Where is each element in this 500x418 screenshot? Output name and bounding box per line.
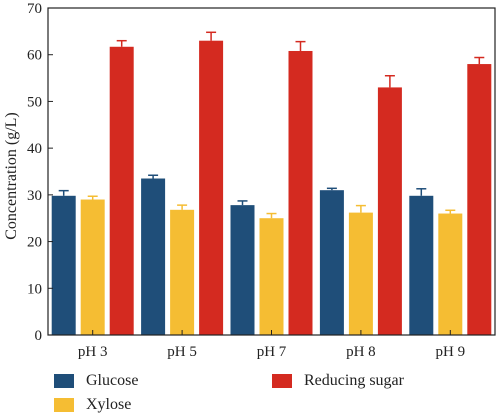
legend-swatch-reducing-sugar: [272, 374, 292, 388]
legend: Glucose Xylose Reducing sugar: [0, 366, 500, 418]
y-tick-label: 30: [27, 188, 42, 204]
bar-reducing-sugar: [288, 50, 313, 335]
legend-item-xylose: Xylose: [54, 396, 131, 414]
bar-xylose: [438, 213, 463, 335]
bar-reducing-sugar: [109, 46, 134, 335]
bar-reducing-sugar: [377, 87, 402, 336]
bar-reducing-sugar: [199, 40, 224, 335]
bar-xylose: [259, 218, 284, 335]
x-axis-ticks: pH 3 pH 5 pH 7 pH 8 pH 9: [78, 330, 465, 360]
x-tick-label: pH 3: [78, 344, 108, 360]
bar-glucose: [51, 195, 76, 335]
x-tick-label: pH 5: [167, 344, 197, 360]
x-tick-label: pH 7: [257, 344, 287, 360]
legend-label-xylose: Xylose: [86, 396, 132, 413]
y-tick-label: 10: [27, 281, 42, 297]
y-tick-label: 20: [27, 235, 42, 251]
bar-xylose: [80, 199, 105, 335]
y-tick-label: 50: [27, 94, 42, 110]
y-axis-ticks: 0 10 20 30 40 50 60 70: [27, 1, 53, 344]
y-axis-title: Concentration (g/L): [3, 112, 20, 240]
legend-swatch-xylose: [54, 398, 74, 412]
bar-glucose: [230, 205, 255, 335]
bar-glucose: [141, 178, 166, 335]
y-tick-label: 60: [27, 48, 42, 64]
y-tick-label: 40: [27, 141, 42, 157]
x-tick-label: pH 9: [436, 344, 466, 360]
bar-reducing-sugar: [467, 64, 492, 336]
legend-swatch-glucose: [54, 374, 74, 388]
y-tick-label: 0: [35, 328, 43, 344]
legend-label-glucose: Glucose: [86, 372, 139, 389]
bar-chart: Concentration (g/L) 0 10 20 30 40 50 60 70 pH 3…: [3, 1, 496, 360]
bars-layer: [51, 31, 492, 336]
legend-label-reducing-sugar: Reducing sugar: [304, 372, 404, 389]
legend-item-reducing-sugar: Reducing sugar: [272, 372, 404, 390]
bar-glucose: [409, 195, 434, 335]
bar-glucose: [319, 190, 344, 335]
x-tick-label: pH 8: [346, 344, 376, 360]
bar-xylose: [348, 212, 373, 335]
bar-xylose: [170, 209, 195, 335]
legend-item-glucose: Glucose: [54, 372, 138, 390]
plot-frame: [47, 7, 496, 336]
y-tick-label: 70: [27, 1, 42, 17]
